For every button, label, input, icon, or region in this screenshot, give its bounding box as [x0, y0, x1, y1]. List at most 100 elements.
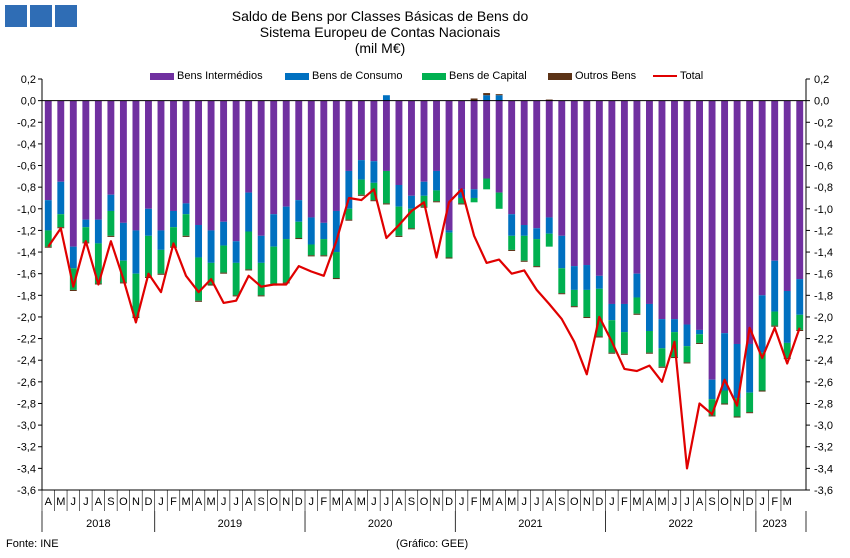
bar-intermedios [583, 100, 591, 266]
bar-consumo [608, 303, 616, 321]
bar-consumo [270, 214, 278, 247]
bar-consumo [320, 222, 328, 240]
month-tick-label: D [595, 496, 603, 508]
bar-capital [182, 214, 190, 236]
y-tick-label-right: -2,4 [814, 355, 833, 367]
bar-outros [107, 235, 115, 237]
month-tick-label: N [583, 496, 591, 508]
bar-outros [558, 293, 566, 295]
bar-capital [533, 239, 541, 267]
bar-consumo [182, 203, 190, 215]
month-tick-label: J [71, 496, 77, 508]
bar-consumo [746, 343, 754, 393]
month-tick-label: O [720, 496, 729, 508]
bar-intermedios [57, 100, 65, 182]
bar-outros [470, 98, 478, 101]
bar-intermedios [182, 100, 190, 204]
y-tick-label-left: -0,2 [17, 117, 36, 129]
bar-outros [733, 416, 741, 418]
bar-consumo [132, 230, 140, 274]
legend-item-consumo: Bens de Consumo [285, 70, 403, 82]
month-tick-label: M [632, 496, 641, 508]
month-tick-label: J [459, 496, 465, 508]
bar-outros [520, 260, 528, 262]
bar-capital [608, 320, 616, 353]
bar-outros [721, 403, 729, 405]
month-tick-label: S [558, 496, 565, 508]
month-tick-label: J [309, 496, 315, 508]
year-label: 2018 [86, 518, 110, 530]
month-tick-label: J [684, 496, 690, 508]
month-tick-label: A [345, 496, 353, 508]
bar-capital [620, 332, 628, 354]
y-tick-label-left: -3,4 [17, 463, 36, 475]
bar-consumo [382, 95, 390, 101]
bar-intermedios [295, 100, 303, 201]
bar-intermedios [483, 100, 491, 179]
bar-capital [195, 257, 203, 301]
bar-capital [721, 390, 729, 404]
y-tick-label-right: 0,0 [814, 96, 829, 108]
bar-capital [758, 352, 766, 391]
month-tick-label: M [357, 496, 366, 508]
bar-capital [483, 178, 491, 190]
bar-outros [508, 249, 516, 251]
bar-intermedios [470, 100, 478, 190]
bar-consumo [683, 324, 691, 347]
bar-capital [170, 227, 177, 247]
bar-intermedios [796, 100, 804, 280]
y-tick-label-left: 0,2 [21, 74, 36, 86]
bar-capital [107, 210, 115, 236]
bar-outros [495, 94, 503, 96]
bar-capital [295, 221, 303, 238]
bar-capital [69, 268, 77, 290]
bar-consumo [433, 170, 440, 191]
month-tick-label: M [181, 496, 190, 508]
month-tick-label: M [332, 496, 341, 508]
bar-consumo [395, 184, 403, 207]
bar-intermedios [232, 100, 240, 242]
bar-outros [44, 246, 52, 248]
bar-capital [332, 252, 340, 279]
bar-outros [433, 201, 440, 203]
bar-capital [583, 289, 591, 317]
bar-intermedios [508, 100, 516, 215]
bar-capital [57, 214, 65, 228]
y-tick-label-right: 0,2 [814, 74, 829, 86]
y-tick-label-right: -3,6 [814, 485, 833, 497]
month-tick-label: O [570, 496, 579, 508]
bar-outros [132, 316, 140, 319]
month-tick-label: D [295, 496, 303, 508]
y-tick-label-left: -1,8 [17, 290, 36, 302]
legend-swatch-total [653, 75, 677, 78]
bar-consumo [282, 206, 290, 240]
y-tick-label-left: -3,2 [17, 442, 36, 454]
bar-outros [608, 352, 616, 354]
bar-outros [207, 284, 215, 286]
bar-intermedios [282, 100, 290, 207]
legend-swatch-consumo [285, 72, 309, 80]
month-tick-label: D [144, 496, 152, 508]
month-tick-label: A [195, 496, 203, 508]
bar-capital [44, 230, 52, 247]
bar-consumo [307, 217, 315, 245]
logo-square-2 [30, 5, 52, 27]
legend-label-capital: Bens de Capital [449, 70, 527, 82]
bar-intermedios [733, 100, 741, 344]
bar-consumo [508, 214, 516, 236]
month-tick-label: N [433, 496, 441, 508]
bar-intermedios [783, 100, 791, 291]
bar-capital [245, 231, 253, 270]
month-tick-label: N [733, 496, 741, 508]
bar-capital [633, 297, 641, 314]
bar-intermedios [721, 100, 729, 334]
bar-outros [357, 194, 365, 196]
bar-consumo [483, 95, 491, 101]
bar-consumo [671, 319, 678, 333]
y-tick-label-left: -3,0 [17, 420, 36, 432]
bar-capital [733, 398, 741, 417]
bar-capital [357, 179, 365, 195]
bar-consumo [721, 333, 729, 391]
credit-note: (Gráfico: GEE) [396, 538, 469, 550]
bar-capital [495, 192, 503, 209]
